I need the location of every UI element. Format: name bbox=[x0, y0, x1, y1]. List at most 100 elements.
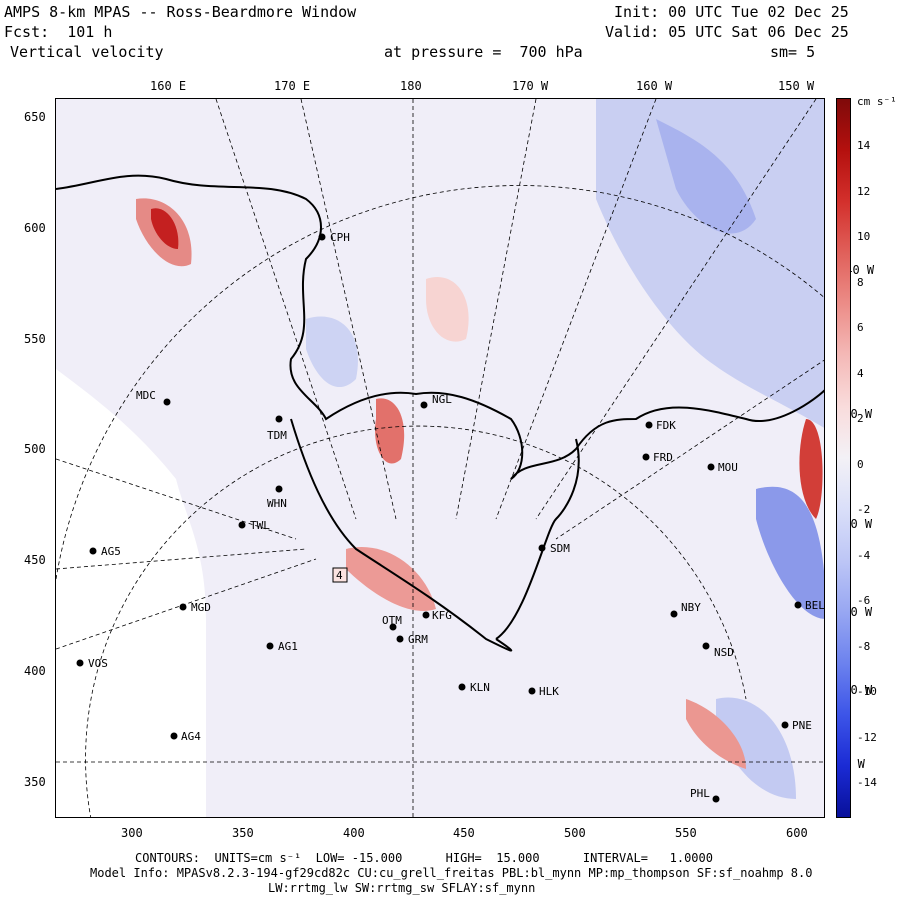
meridian-w3 bbox=[56, 558, 317, 650]
meridian-5 bbox=[535, 99, 817, 520]
map-panel: CPH MDC NGL TDM FDK FRD MOU WHN TWL AG5 … bbox=[55, 98, 825, 818]
contours-info: CONTOURS: UNITS=cm s⁻¹ LOW= -15.000 HIGH… bbox=[135, 851, 713, 865]
station-dot-otm bbox=[389, 623, 397, 631]
station-label-bel: BEL bbox=[805, 599, 825, 612]
station-label-kln: KLN bbox=[470, 681, 490, 694]
field-red-bay bbox=[346, 547, 436, 611]
left-tick-650: 650 bbox=[24, 110, 46, 124]
station-label-nsd: NSD bbox=[714, 646, 734, 659]
colorbar-label: 14 bbox=[857, 139, 871, 152]
lat-circle-1 bbox=[85, 425, 747, 817]
station-label-fdk: FDK bbox=[656, 419, 676, 432]
colorbar-label: 0 bbox=[857, 457, 864, 471]
station-dot-mgd bbox=[179, 603, 187, 611]
station-label-tdm: TDM bbox=[267, 429, 287, 442]
no-data-region bbox=[56, 369, 206, 817]
station-label-twl: TWL bbox=[250, 519, 270, 532]
station-dot-pne bbox=[781, 721, 789, 729]
station-label-ngl: NGL bbox=[432, 393, 452, 406]
pressure-level: at pressure = 700 hPa bbox=[384, 43, 583, 61]
colorbar-label: 12 bbox=[857, 184, 871, 198]
station-label-pne: PNE bbox=[792, 719, 812, 732]
station-label-mou: MOU bbox=[718, 461, 738, 474]
station-dot-whn bbox=[275, 485, 283, 493]
left-tick-600: 600 bbox=[24, 221, 46, 235]
coastline-shelf bbox=[56, 174, 824, 480]
top-tick-180: 180 bbox=[400, 79, 422, 93]
top-tick-160e: 160 E bbox=[150, 79, 187, 93]
coastline-siple bbox=[495, 438, 580, 640]
station-dot-fdk bbox=[645, 421, 653, 429]
field-blue-ne bbox=[596, 99, 824, 428]
left-tick-450: 450 bbox=[24, 553, 46, 567]
colorbar-label: -12 bbox=[857, 730, 877, 744]
station-dot-kln bbox=[458, 683, 466, 691]
field-blue-se bbox=[716, 697, 796, 799]
valid-time: Valid: 05 UTC Sat 06 Dec 25 bbox=[605, 23, 849, 41]
meridian-1 bbox=[215, 99, 357, 520]
field-red-se bbox=[686, 699, 746, 769]
field-blue-e bbox=[756, 486, 824, 619]
bottom-tick-550: 550 bbox=[675, 826, 697, 840]
station-label-cph: CPH bbox=[330, 231, 350, 244]
station-label-otm: OTM bbox=[382, 614, 402, 627]
colorbar-label: 2 bbox=[857, 412, 864, 425]
top-tick-170w: 170 W bbox=[512, 79, 549, 93]
colorbar-label: -8 bbox=[857, 639, 871, 653]
model-info: Model Info: MPASv8.2.3-194-gf29cd82c CU:… bbox=[90, 866, 813, 880]
station-label-phl: PHL bbox=[690, 787, 710, 800]
top-tick-150w: 150 W bbox=[778, 79, 815, 93]
station-dot-twl bbox=[238, 521, 246, 529]
stations bbox=[76, 233, 802, 803]
left-tick-500: 500 bbox=[24, 442, 46, 456]
station-label-ag4: AG4 bbox=[181, 730, 201, 743]
colorbar-label: -6 bbox=[857, 594, 871, 607]
colorbar-label: 6 bbox=[857, 321, 864, 334]
station-label-vos: VOS bbox=[88, 657, 108, 670]
station-label-ag5: AG5 bbox=[101, 545, 121, 558]
station-label-frd: FRD bbox=[653, 451, 673, 464]
meridian-2 bbox=[300, 99, 397, 520]
bottom-tick-400: 400 bbox=[343, 826, 365, 840]
station-dot-mou bbox=[707, 463, 715, 471]
meridian-3 bbox=[455, 99, 537, 520]
station-dot-frd bbox=[642, 453, 650, 461]
colorbar-label: 10 bbox=[857, 230, 871, 243]
station-dot-sdm bbox=[538, 544, 546, 552]
colorbar-label: -10 bbox=[857, 685, 877, 698]
colorbar-label: 8 bbox=[857, 275, 864, 289]
station-label-mgd: MGD bbox=[191, 601, 211, 614]
station-label-kfg: KFG bbox=[432, 609, 452, 622]
colorbar-label: -4 bbox=[857, 548, 871, 562]
station-dot-bel bbox=[794, 601, 802, 609]
map-canvas: CPH MDC NGL TDM FDK FRD MOU WHN TWL AG5 … bbox=[56, 99, 825, 817]
colorbar-label: -14 bbox=[857, 776, 877, 789]
left-tick-350: 350 bbox=[24, 775, 46, 789]
station-dot-nby bbox=[670, 610, 678, 618]
marker-box bbox=[332, 567, 348, 583]
station-dot-hlk bbox=[528, 687, 536, 695]
station-dot-vos bbox=[76, 659, 84, 667]
colorbar bbox=[836, 98, 851, 818]
station-dot-ngl bbox=[420, 401, 428, 409]
station-label-hlk: HLK bbox=[539, 685, 559, 698]
field-red-nw-core bbox=[151, 208, 179, 249]
init-time: Init: 00 UTC Tue 02 Dec 25 bbox=[614, 3, 849, 21]
variable-name: Vertical velocity bbox=[10, 43, 164, 61]
bottom-tick-450: 450 bbox=[453, 826, 475, 840]
station-dot-ag1 bbox=[266, 642, 274, 650]
map-title: AMPS 8-km MPAS -- Ross-Beardmore Window bbox=[4, 3, 357, 21]
station-dot-ag4 bbox=[170, 732, 178, 740]
station-label-ag1: AG1 bbox=[278, 640, 298, 653]
station-label-mdc: MDC bbox=[136, 389, 156, 402]
station-dot-grm bbox=[396, 635, 404, 643]
station-label-grm: GRM bbox=[408, 633, 428, 646]
marker-box-label: 4 bbox=[336, 569, 343, 582]
station-dot-tdm bbox=[275, 415, 283, 423]
bottom-tick-300: 300 bbox=[121, 826, 143, 840]
colorbar-unit: cm s⁻¹ bbox=[857, 95, 897, 108]
smoothing: sm= 5 bbox=[770, 43, 816, 61]
station-dot-ag5 bbox=[89, 547, 97, 555]
station-labels: CPH MDC NGL TDM FDK FRD MOU WHN TWL AG5 … bbox=[88, 231, 825, 800]
station-dot-mdc bbox=[163, 398, 171, 406]
